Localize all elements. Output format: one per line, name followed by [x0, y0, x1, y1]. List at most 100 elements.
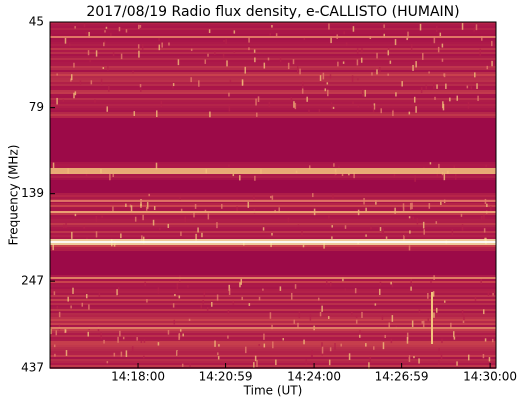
spectrogram-speck	[254, 355, 257, 362]
spectrogram-speck	[408, 216, 411, 219]
spectrogram-speck	[418, 358, 420, 364]
spectrogram-speck	[83, 22, 86, 28]
spectrogram-speck	[143, 339, 146, 343]
spectrogram-row	[50, 82, 496, 84]
spectrogram-speck	[331, 225, 333, 228]
spectrogram-speck	[492, 292, 494, 296]
spectrogram-row	[50, 297, 496, 299]
spectrogram-speck	[326, 280, 328, 285]
spectrogram-speck	[376, 52, 378, 59]
spectrogram-speck	[330, 102, 333, 109]
spectrogram-speck	[56, 73, 58, 76]
spectrogram-speck	[176, 283, 179, 290]
spectrogram-speck	[454, 173, 457, 180]
spectrogram-speck	[95, 216, 98, 222]
spectrogram-speck	[474, 296, 477, 302]
spectrogram-speck	[90, 80, 93, 85]
spectrogram-row	[50, 38, 496, 40]
spectrogram-speck	[174, 293, 176, 297]
spectrogram-speck	[256, 112, 258, 117]
spectrogram-speck	[132, 70, 134, 74]
spectrogram-speck	[351, 75, 354, 82]
chart-title: 2017/08/19 Radio flux density, e-CALLIST…	[86, 4, 459, 20]
spectrogram-speck	[456, 95, 459, 101]
spectrogram-speck	[351, 312, 353, 315]
spectrogram-speck	[58, 311, 61, 318]
spectrogram-row	[50, 110, 496, 112]
spectrogram-speck	[428, 203, 431, 209]
spectrogram-bright-band	[50, 327, 496, 329]
spectrogram-speck	[321, 305, 323, 312]
spectrogram-speck	[481, 215, 483, 220]
spectrogram-speck	[407, 31, 409, 39]
spectrogram-speck	[299, 68, 301, 75]
spectrogram-speck	[340, 343, 342, 347]
spectrogram-row	[50, 58, 496, 60]
spectrogram-speck	[360, 57, 363, 63]
spectrogram-row	[50, 54, 496, 56]
spectrogram-speck	[72, 287, 74, 294]
spectrogram-speck	[372, 105, 375, 112]
spectrogram-row	[50, 64, 496, 66]
spectrogram-speck	[178, 295, 181, 299]
spectrogram-speck	[301, 88, 304, 94]
spectrogram-speck	[214, 340, 216, 347]
spectrogram-row	[50, 225, 496, 227]
spectrogram-row	[50, 84, 496, 86]
spectrogram-speck	[172, 84, 174, 89]
spectrogram-row	[50, 321, 496, 323]
spectrogram-speck	[138, 50, 140, 58]
spectrogram-speck	[255, 98, 257, 106]
spectrogram-speck	[328, 215, 330, 219]
spectrogram-row	[50, 295, 496, 297]
spectrogram-speck	[227, 310, 230, 315]
spectrogram-speck	[65, 222, 67, 228]
spectrogram-speck	[492, 338, 494, 343]
spectrogram-speck	[466, 85, 469, 89]
x-tick-label: 14:26:59	[375, 370, 429, 384]
spectrogram-row	[50, 26, 496, 28]
spectrogram-speck	[225, 39, 227, 45]
spectrogram-speck	[302, 81, 304, 89]
spectrogram-speck	[445, 83, 447, 89]
spectrogram-speck	[410, 276, 412, 284]
spectrogram-speck	[410, 286, 412, 291]
spectrogram-speck	[365, 234, 367, 237]
spectrogram-speck	[158, 44, 161, 51]
x-tick-label: 14:18:00	[111, 370, 165, 384]
spectrogram-speck	[253, 49, 256, 53]
spectrogram-row	[50, 164, 496, 166]
spectrogram-speck	[107, 66, 109, 71]
spectrogram-speck	[427, 318, 429, 321]
spectrogram-speck	[193, 212, 195, 218]
spectrogram-speck	[373, 103, 376, 110]
spectrogram-speck	[485, 164, 487, 167]
spectrogram-speck	[268, 101, 271, 108]
spectrogram-speck	[211, 301, 213, 307]
spectrogram-bright-band	[50, 277, 496, 279]
spectrogram-speck	[392, 110, 394, 117]
spectrogram-speck	[387, 47, 390, 50]
spectrogram-row	[50, 315, 496, 317]
spectrogram-speck	[262, 227, 265, 231]
spectrogram-speck	[490, 206, 492, 213]
spectrogram-speck	[301, 230, 303, 237]
spectrogram-speck	[117, 336, 119, 343]
spectrogram-speck	[483, 228, 486, 233]
spectrogram-speck	[415, 106, 417, 113]
spectrogram-speck	[409, 230, 411, 234]
spectrogram-speck	[461, 310, 464, 316]
spectrogram-speck	[433, 36, 436, 44]
spectrogram-speck	[67, 296, 69, 302]
spectrogram-row	[50, 56, 496, 58]
spectrogram-speck	[319, 75, 322, 81]
spectrogram-speck	[148, 193, 150, 197]
spectrogram-speck	[381, 315, 384, 320]
spectrogram-speck	[53, 344, 56, 348]
spectrogram-speck	[110, 32, 112, 37]
spectrogram-speck	[140, 203, 142, 208]
spectrogram-speck	[408, 355, 411, 362]
spectrogram-speck	[441, 338, 443, 344]
spectrogram-row	[50, 42, 496, 44]
spectrogram-speck	[334, 342, 336, 350]
